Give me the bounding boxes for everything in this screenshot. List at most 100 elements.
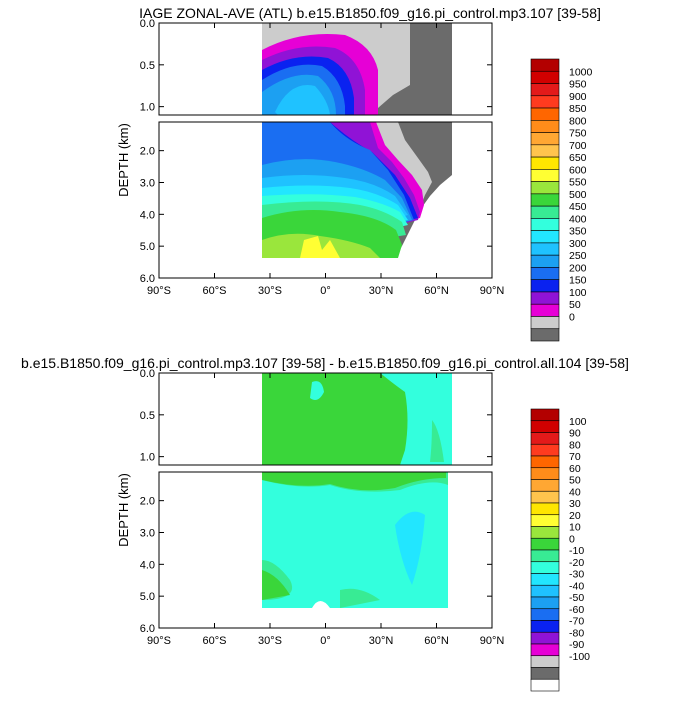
colorbar-swatch	[530, 279, 560, 293]
x-tick-label: 30°N	[369, 635, 394, 647]
colorbar-swatch	[530, 596, 560, 610]
colorbar-label: 300	[569, 238, 587, 250]
colorbar-swatch	[530, 667, 560, 680]
colorbar-swatch	[530, 514, 560, 527]
colorbar-swatch	[530, 316, 560, 330]
colorbar-label: 750	[569, 128, 587, 140]
colorbar-label: 50	[569, 475, 581, 487]
x-tick-label: 30°S	[258, 635, 282, 647]
colorbar-swatch	[530, 83, 560, 97]
y-axis-label: DEPTH (km)	[116, 123, 131, 197]
colorbar-swatch	[530, 132, 560, 146]
x-tick-label: 60°S	[203, 635, 227, 647]
y-tick-label: 6.0	[140, 273, 155, 285]
y-tick-label: 3.0	[140, 527, 155, 539]
colorbar-swatch	[530, 156, 560, 170]
lower-contour-fill	[262, 122, 452, 278]
colorbar-label: 40	[569, 486, 581, 498]
colorbar-label: 850	[569, 103, 587, 115]
colorbar-label: 1000	[569, 66, 593, 78]
x-tick-label: 30°S	[258, 285, 282, 297]
y-tick-label: 5.0	[140, 591, 155, 603]
y-tick-label: 4.0	[140, 209, 155, 221]
colorbar-swatch	[530, 655, 560, 668]
colorbar-label: -80	[569, 627, 584, 639]
colorbar-label: 30	[569, 498, 581, 510]
x-tick-label: 60°N	[424, 635, 449, 647]
colorbar-swatch	[530, 549, 560, 563]
colorbar-label: -30	[569, 569, 584, 581]
colorbar-swatch	[530, 242, 560, 256]
colorbar-label: 0	[569, 311, 575, 323]
colorbar-label: -100	[569, 651, 590, 663]
y-axis-label: DEPTH (km)	[116, 473, 131, 547]
colorbar-swatch	[530, 58, 560, 72]
colorbar-label: 100	[569, 416, 587, 428]
colorbar-swatch	[530, 490, 560, 504]
x-tick-label: 60°N	[424, 285, 449, 297]
colorbar-label: 650	[569, 152, 587, 164]
y-tick-label: 1.0	[140, 102, 155, 114]
colorbar-label: 20	[569, 510, 581, 522]
chart-title: b.e15.B1850.f09_g16.pi_control.mp3.107 […	[21, 355, 629, 371]
colorbar-swatch	[530, 70, 560, 84]
upper-contour-fill	[262, 373, 452, 465]
y-tick-label: 3.0	[140, 177, 155, 189]
colorbar-swatch	[530, 608, 560, 621]
colorbar-label: 700	[569, 140, 587, 152]
colorbar-label: -40	[569, 580, 584, 592]
colorbar-label: 500	[569, 189, 587, 201]
colorbar-label: 350	[569, 226, 587, 238]
colorbar-swatch	[530, 205, 560, 219]
colorbar-label: -70	[569, 616, 584, 628]
colorbar-swatch	[530, 455, 560, 469]
colorbar-label: -20	[569, 557, 584, 569]
colorbar-swatch	[530, 420, 560, 433]
chart-title: IAGE ZONAL-AVE (ATL) b.e15.B1850.f09_g16…	[139, 5, 601, 21]
colorbar-swatch	[530, 193, 560, 207]
x-tick-label: 90°N	[480, 635, 505, 647]
colorbar-swatch	[530, 408, 560, 422]
colorbar-label: 90	[569, 428, 581, 440]
axes-ticks: 90°S 60°S 30°S 0° 30°N 60°N 90°N 0.0 0.5 1.0 2.0 3.…	[140, 18, 505, 297]
colorbar-label: 450	[569, 201, 587, 213]
axes-ticks: 90°S 60°S 30°S 0° 30°N 60°N 90°N 0.0 0.5 1.0 2.0 3.…	[140, 368, 505, 647]
colorbar-label: 200	[569, 262, 587, 274]
y-tick-label: 0.0	[140, 18, 155, 30]
x-tick-label: 30°N	[369, 285, 394, 297]
colorbar-swatch	[530, 95, 560, 109]
colorbar-swatch	[530, 502, 560, 516]
colorbar-label: 10	[569, 522, 581, 534]
colorbar-label: -50	[569, 592, 584, 604]
y-tick-label: 2.0	[140, 496, 155, 508]
colorbar: 1009080706050403020100-10-20-30-40-50-60…	[530, 408, 590, 692]
colorbar-swatch	[530, 328, 560, 342]
colorbar-label: 950	[569, 79, 587, 91]
colorbar-swatch	[530, 144, 560, 158]
colorbar-swatch	[530, 181, 560, 195]
colorbar-label: 150	[569, 275, 587, 287]
colorbar-swatch	[530, 169, 560, 182]
colorbar: 1000950900850800750700650600550500450400…	[530, 58, 593, 342]
colorbar-swatch	[530, 643, 560, 657]
colorbar-swatch	[530, 303, 560, 317]
colorbar-swatch	[530, 526, 560, 539]
colorbar-swatch	[530, 479, 560, 492]
panel-1: IAGE ZONAL-AVE (ATL) b.e15.B1850.f09_g16…	[116, 5, 601, 342]
colorbar-label: 900	[569, 91, 587, 103]
y-tick-label: 4.0	[140, 559, 155, 571]
colorbar-swatch	[530, 584, 560, 598]
colorbar-label: 50	[569, 299, 581, 311]
colorbar-label: 550	[569, 177, 587, 189]
y-tick-label: 0.0	[140, 368, 155, 380]
colorbar-swatch	[530, 561, 560, 574]
colorbar-swatch	[530, 120, 560, 133]
colorbar-swatch	[530, 678, 560, 692]
colorbar-swatch	[530, 230, 560, 244]
colorbar-swatch	[530, 537, 560, 551]
x-tick-label: 0°	[320, 635, 331, 647]
colorbar-label: -60	[569, 604, 584, 616]
colorbar-label: -90	[569, 639, 584, 651]
colorbar-swatch	[530, 467, 560, 480]
